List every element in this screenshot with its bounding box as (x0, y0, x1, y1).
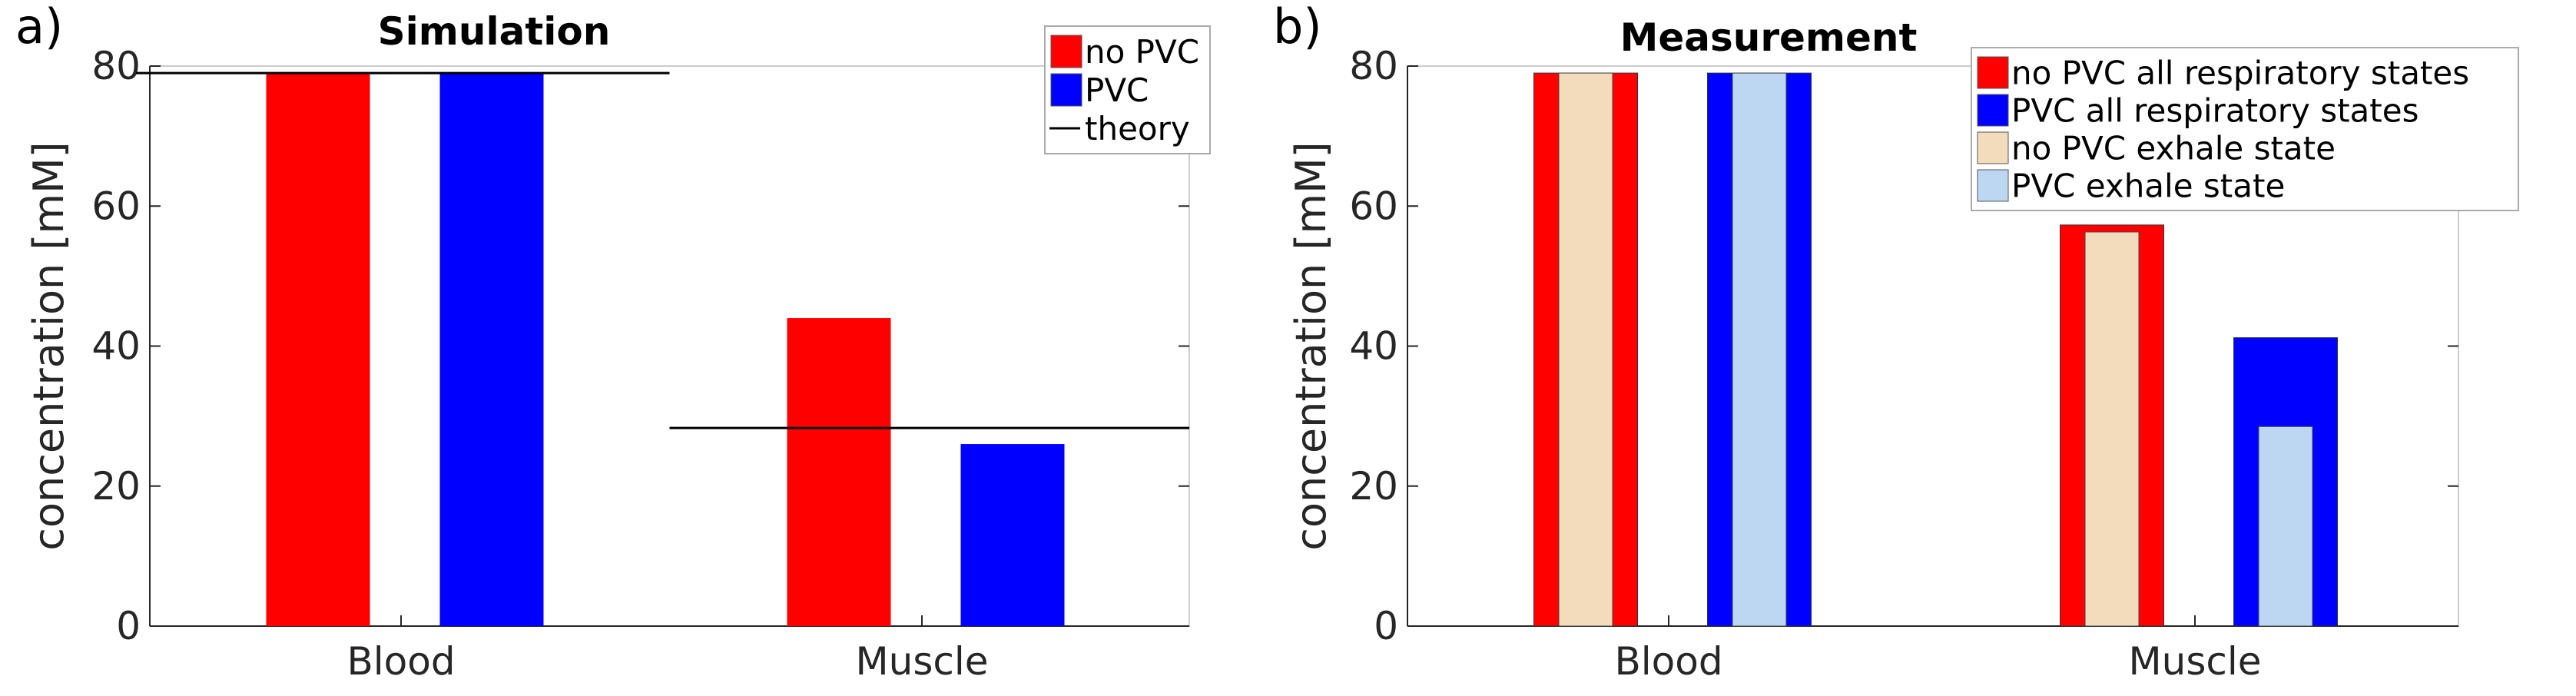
x-tick-label: Blood (346, 639, 455, 684)
legend-label: PVC (1085, 71, 1149, 109)
y-axis-label: concentration [mM] (25, 141, 73, 551)
y-tick-label: 20 (1349, 464, 1398, 509)
y-axis-label: concentration [mM] (1287, 141, 1335, 551)
bar-pvc-exhale-state (2258, 426, 2313, 627)
x-tick-label: Muscle (855, 639, 988, 684)
legend-swatch (1050, 35, 1082, 68)
bar-pvc (960, 444, 1065, 626)
bar-no-pvc-exhale-state (1558, 72, 1613, 627)
chart-title: Measurement (1620, 15, 1918, 60)
bar-pvc-exhale-state (1732, 72, 1787, 627)
y-tick-label: 60 (1349, 184, 1398, 228)
legend-swatch (1977, 131, 2009, 164)
legend-label: no PVC (1085, 33, 1199, 71)
y-tick-label: 0 (116, 604, 141, 648)
y-tick-label: 60 (91, 184, 141, 228)
legend-swatch (1977, 169, 2009, 202)
y-tick-label: 20 (91, 464, 141, 509)
legend-label: no PVC all respiratory states (2011, 55, 2469, 92)
y-tick-label: 80 (1349, 44, 1398, 88)
x-tick-label: Muscle (2128, 639, 2261, 684)
legend-label: PVC all respiratory states (2011, 92, 2419, 130)
chart-title: Simulation (378, 9, 611, 54)
legend-label: theory (1085, 110, 1190, 147)
bar-pvc (439, 73, 544, 627)
legend-swatch (1977, 94, 2009, 127)
y-tick-label: 40 (91, 324, 141, 369)
panel-label: a) (15, 0, 63, 55)
bar-no-pvc-exhale-state (2084, 231, 2140, 627)
y-tick-label: 40 (1349, 324, 1398, 369)
panel-label: b) (1273, 0, 1322, 55)
legend-label: no PVC exhale state (2011, 130, 2336, 167)
legend-swatch (1050, 73, 1082, 107)
x-tick-label: Blood (1614, 639, 1722, 684)
bar-no-pvc (787, 318, 891, 626)
bar-no-pvc (266, 73, 370, 627)
legend-swatch (1977, 56, 2009, 89)
legend-box (1971, 47, 2519, 211)
y-tick-label: 0 (1374, 604, 1398, 648)
y-tick-label: 80 (91, 44, 141, 88)
legend-label: PVC exhale state (2011, 167, 2285, 205)
